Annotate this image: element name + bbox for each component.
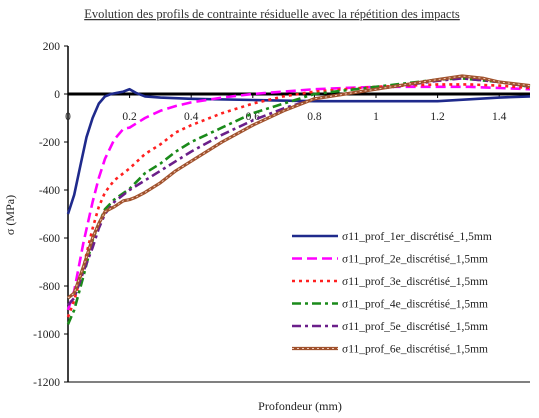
series-line-2 [66, 85, 531, 311]
legend-label-3: σ11_prof_3e_discrétisé_1,5mm [342, 276, 488, 288]
x-tick-label: 0.4 [184, 111, 199, 123]
legend-label-4: σ11_prof_4e_discrétisé_1,5mm [342, 299, 488, 311]
y-tick-label: -400 [39, 185, 60, 197]
series-line-6-texture [67, 75, 531, 299]
x-tick-label: 1 [373, 111, 379, 123]
series-line-5 [67, 77, 531, 307]
legend-label-6: σ11_prof_6e_discrétisé_1,5mm [342, 344, 488, 356]
y-tick-label: -1200 [33, 377, 60, 389]
series-line-3 [66, 83, 531, 318]
series-line-1 [66, 87, 531, 215]
y-tick-label: -600 [39, 233, 60, 245]
x-tick-label: 0 [65, 111, 71, 123]
x-tick-label: 0.8 [307, 111, 322, 123]
x-axis-label: Profondeur (mm) [258, 399, 342, 413]
x-tick-label: 0.2 [122, 111, 137, 123]
y-tick-label: -200 [39, 137, 60, 149]
y-tick-label: -800 [39, 281, 60, 293]
chart-title: Evolution des profils de contrainte rési… [84, 7, 460, 21]
x-tick-label: 1.2 [430, 111, 445, 123]
legend-label-5: σ11_prof_5e_discrétisé_1,5mm [342, 321, 488, 333]
y-tick-label: 0 [54, 89, 60, 101]
legend-label-1: σ11_prof_1er_discrétisé_1,5mm [342, 231, 492, 243]
y-tick-label: -1000 [33, 329, 60, 341]
x-tick-label: 1.4 [492, 111, 507, 123]
y-axis-label: σ (MPa) [3, 195, 17, 235]
y-tick-label: 200 [43, 41, 61, 53]
legend-label-2: σ11_prof_2e_discrétisé_1,5mm [342, 254, 488, 266]
